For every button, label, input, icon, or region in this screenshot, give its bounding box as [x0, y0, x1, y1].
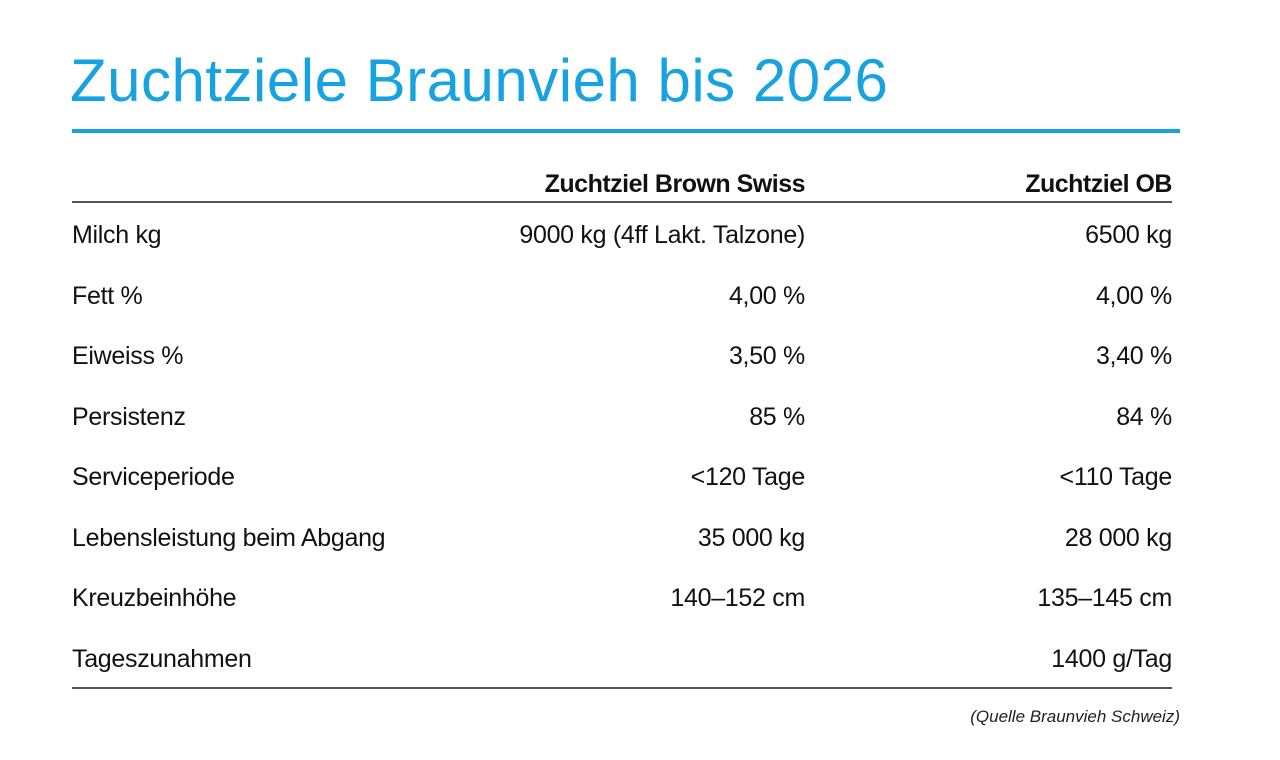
table-row: Tageszunahmen 1400 g/Tag	[0, 639, 1280, 679]
table-row: Lebensleistung beim Abgang 35 000 kg 28 00…	[0, 518, 1280, 558]
brown-swiss-value: 140–152 cm	[670, 584, 805, 612]
source-note: (Quelle Braunvieh Schweiz)	[970, 707, 1180, 726]
ob-value: 6500 kg	[1085, 221, 1172, 249]
brown-swiss-value: 4,00 %	[728, 281, 805, 310]
page-title: Zuchtziele Braunvieh bis 2026	[70, 47, 889, 114]
table-row: Eiweiss % 3,50 % 3,40 %	[0, 336, 1280, 376]
ob-value: 135–145 cm	[1037, 584, 1172, 612]
table-row: Fett % 4,00 % 4,00 %	[0, 276, 1280, 316]
row-label: Kreuzbeinhöhe	[72, 584, 237, 612]
row-label: Lebensleistung beim Abgang	[72, 523, 386, 552]
ob-value: 4,00 %	[1095, 281, 1172, 310]
header-divider	[72, 201, 1172, 203]
row-label: Eiweiss %	[72, 342, 184, 370]
ob-value: 84 %	[1116, 402, 1172, 431]
brown-swiss-value: 3,50 %	[728, 342, 805, 370]
brown-swiss-value: <120 Tage	[690, 463, 806, 491]
table-row: Persistenz 85 % 84 %	[0, 397, 1280, 437]
ob-value: 28 000 kg	[1064, 523, 1172, 552]
row-label: Tageszunahmen	[72, 644, 252, 673]
table-row: Milch kg 9000 kg (4ff Lakt. Talzone) 6500 …	[0, 215, 1280, 255]
brown-swiss-value: 9000 kg (4ff Lakt. Talzone)	[519, 221, 805, 249]
ob-value: 3,40 %	[1095, 342, 1172, 370]
table-row: Kreuzbeinhöhe 140–152 cm 135–145 cm	[0, 578, 1280, 618]
row-label: Persistenz	[72, 402, 186, 431]
brown-swiss-value: 35 000 kg	[697, 523, 805, 552]
brown-swiss-value: 85 %	[749, 402, 805, 431]
ob-value: <110 Tage	[1059, 463, 1173, 491]
row-label: Serviceperiode	[72, 463, 235, 491]
header-ob: Zuchtziel OB	[1025, 170, 1172, 198]
row-label: Milch kg	[72, 221, 162, 249]
title-underline	[72, 129, 1180, 133]
table-row: Serviceperiode <120 Tage <110 Tage	[0, 457, 1280, 497]
row-label: Fett %	[72, 281, 143, 310]
table-bottom-divider	[72, 687, 1172, 689]
ob-value: 1400 g/Tag	[1051, 644, 1172, 673]
header-brown-swiss: Zuchtziel Brown Swiss	[544, 170, 806, 198]
